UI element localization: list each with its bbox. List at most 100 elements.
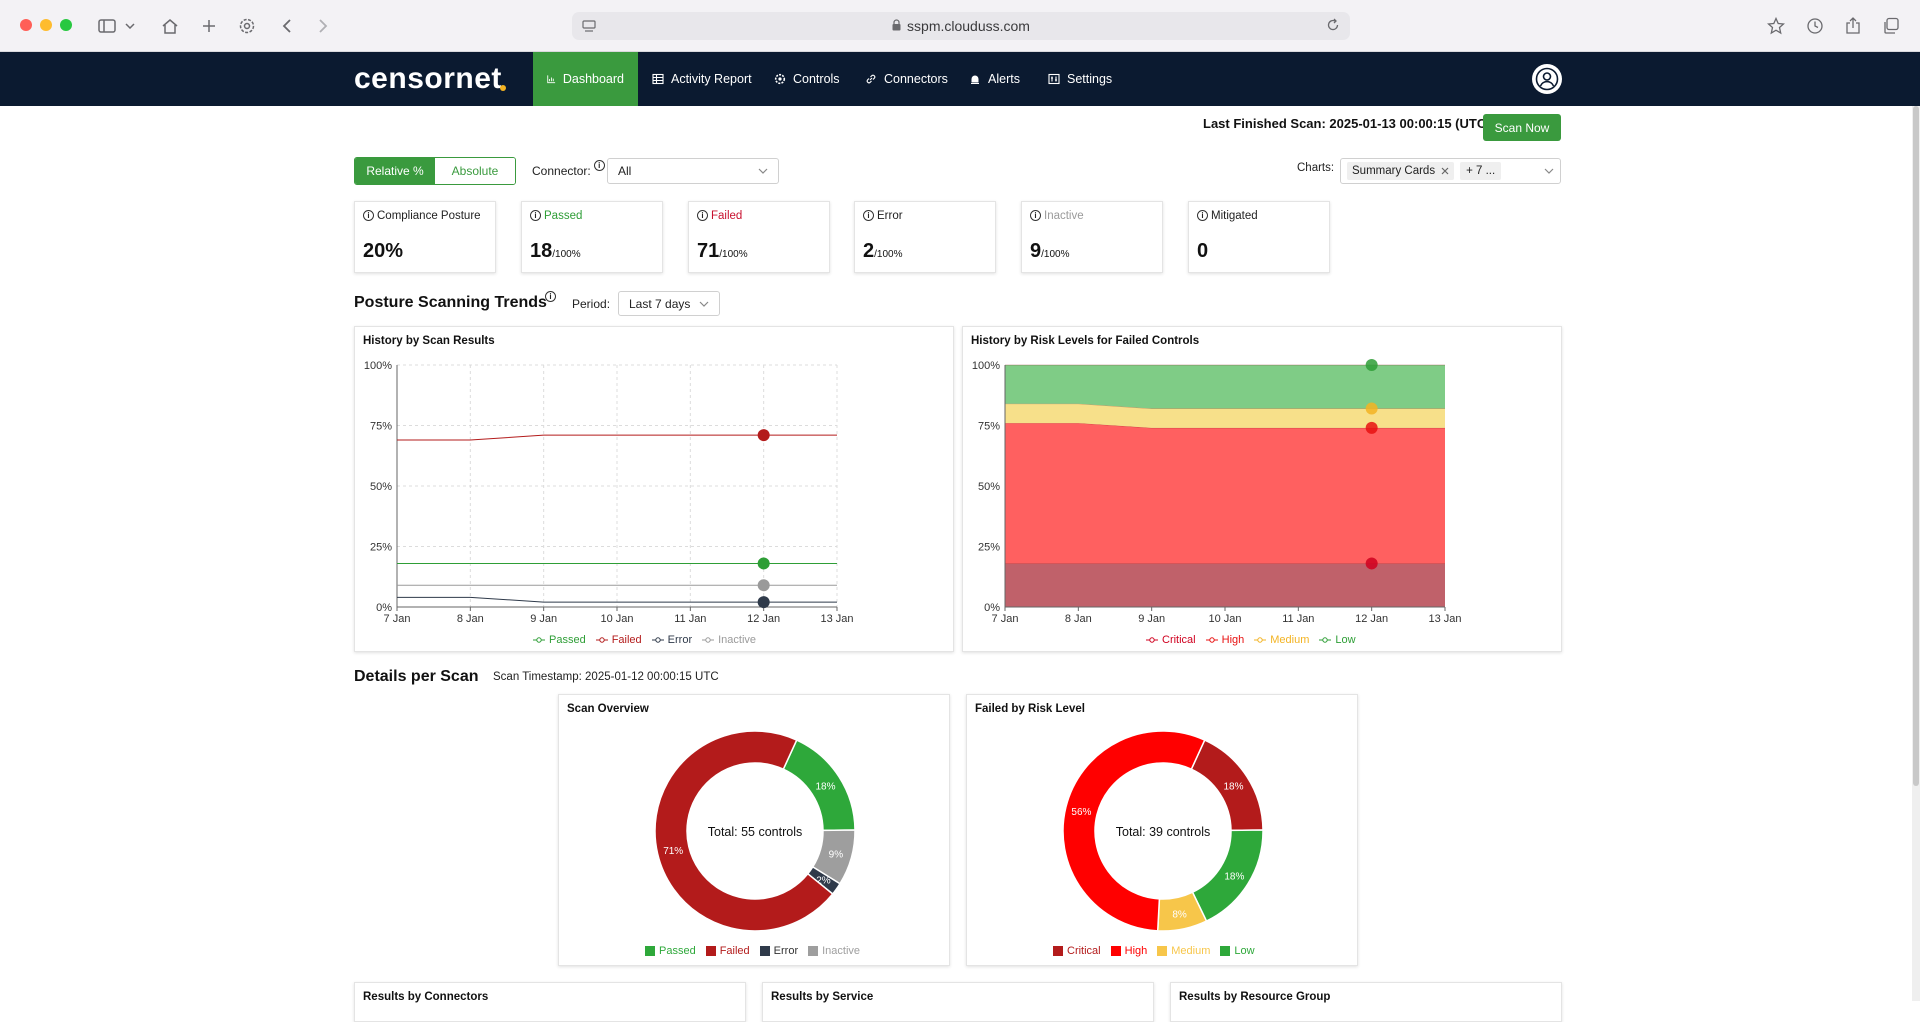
- card-label: Passed: [544, 210, 583, 222]
- info-icon[interactable]: i: [363, 210, 374, 221]
- nav-controls[interactable]: Controls: [760, 52, 854, 106]
- legend-item-high[interactable]: High: [1110, 945, 1147, 957]
- censornet-logo[interactable]: censornet: [354, 62, 502, 95]
- charts-multiselect[interactable]: Summary Cards + 7 ...: [1340, 158, 1561, 184]
- home-icon[interactable]: [157, 13, 183, 39]
- legend-item-error[interactable]: Error: [759, 945, 798, 957]
- history-risk-levels-panel: History by Risk Levels for Failed Contro…: [962, 326, 1562, 652]
- legend-item-high[interactable]: High: [1205, 634, 1245, 646]
- legend-label: Low: [1234, 945, 1255, 957]
- relative-percent-button[interactable]: Relative %: [355, 158, 435, 184]
- nav-connectors-label: Connectors: [884, 72, 948, 86]
- legend-item-low[interactable]: Low: [1319, 634, 1356, 646]
- chevron-down-icon[interactable]: [122, 13, 138, 39]
- x-tick-label: 7 Jan: [992, 613, 1019, 625]
- forward-icon[interactable]: [310, 13, 336, 39]
- info-icon[interactable]: i: [545, 291, 556, 302]
- sidebar-toggle-icon[interactable]: [94, 13, 120, 39]
- table-icon: [652, 73, 664, 85]
- y-tick-label: 25%: [978, 542, 1000, 554]
- back-icon[interactable]: [274, 13, 300, 39]
- legend-item-passed[interactable]: Passed: [533, 634, 586, 646]
- logo-dot: [500, 85, 506, 91]
- card-value: 2: [863, 240, 875, 262]
- nav-activity-report[interactable]: Activity Report: [638, 52, 766, 106]
- tabs-overview-icon[interactable]: [1878, 13, 1904, 39]
- x-tick-label: 12 Jan: [747, 613, 780, 625]
- info-icon[interactable]: i: [1030, 210, 1041, 221]
- card-suffix: /100%: [874, 249, 903, 260]
- reload-icon[interactable]: [1326, 18, 1340, 35]
- panel-title: Results by Connectors: [363, 991, 489, 1003]
- page-scrollbar-thumb[interactable]: [1913, 106, 1919, 786]
- failed-by-risk-donut[interactable]: 18% 18% 8% 56% Total: 39 controls: [967, 695, 1359, 967]
- x-tick-label: 8 Jan: [457, 613, 484, 625]
- card-value: 20%: [363, 240, 404, 262]
- url-text: sspm.clouduss.com: [907, 18, 1030, 34]
- gear-icon[interactable]: [234, 13, 260, 39]
- legend-item-low[interactable]: Low: [1220, 945, 1255, 957]
- scan-now-button[interactable]: Scan Now: [1483, 114, 1561, 141]
- legend-item-inactive[interactable]: Inactive: [702, 634, 756, 646]
- bookmark-star-icon[interactable]: [1763, 13, 1789, 39]
- scan-overview-donut[interactable]: 18% 9% 2% 71% Total: 55 controls: [559, 695, 951, 967]
- legend-item-medium[interactable]: Medium: [1157, 945, 1210, 957]
- legend-swatch: [1157, 946, 1168, 956]
- info-icon[interactable]: i: [697, 210, 708, 221]
- chevron-down-icon: [1544, 168, 1554, 174]
- donut-center-label: Total: 39 controls: [1116, 825, 1211, 839]
- connector-select[interactable]: All: [607, 158, 779, 184]
- legend-label: Failed: [611, 634, 642, 646]
- legend-item-critical[interactable]: Critical: [1146, 634, 1196, 646]
- close-window-button[interactable]: [20, 19, 32, 31]
- x-tick-label: 7 Jan: [384, 613, 411, 625]
- legend-item-inactive[interactable]: Inactive: [808, 945, 860, 957]
- nav-connectors[interactable]: Connectors: [851, 52, 962, 106]
- period-select[interactable]: Last 7 days: [618, 291, 720, 316]
- close-icon[interactable]: [1441, 167, 1449, 175]
- address-bar[interactable]: sspm.clouduss.com: [572, 12, 1350, 40]
- legend-item-failed[interactable]: Failed: [705, 945, 750, 957]
- y-tick-label: 25%: [370, 542, 392, 554]
- view-mode-toggle: Relative % Absolute: [354, 157, 516, 185]
- scan-timestamp: Scan Timestamp: 2025-01-12 00:00:15 UTC: [493, 671, 719, 683]
- history-icon[interactable]: [1802, 13, 1828, 39]
- legend-item-failed[interactable]: Failed: [595, 634, 642, 646]
- legend-item-critical[interactable]: Critical: [1053, 945, 1101, 957]
- share-icon[interactable]: [1840, 13, 1866, 39]
- card-label: Mitigated: [1211, 210, 1258, 222]
- card-value: 9: [1030, 240, 1042, 262]
- siren-icon: [971, 75, 979, 84]
- history-line-chart[interactable]: 0% 25% 50% 75% 100% 7 Jan 8 Jan 9 Jan 10 Jan 11 J…: [355, 327, 955, 653]
- legend-item-error[interactable]: Error: [651, 634, 693, 646]
- slice-label-high: 56%: [1071, 807, 1091, 818]
- card-label: Compliance Posture: [377, 210, 481, 222]
- legend-label: High: [1221, 634, 1245, 646]
- y-tick-label: 0%: [376, 602, 392, 614]
- absolute-button[interactable]: Absolute: [435, 158, 515, 184]
- info-icon[interactable]: i: [863, 210, 874, 221]
- minimize-window-button[interactable]: [40, 19, 52, 31]
- panel-title: History by Risk Levels for Failed Contro…: [971, 335, 1200, 347]
- risk-area-chart[interactable]: 0% 25% 50% 75% 100% 7 Jan 8 Jan 9 Jan 10 Jan 11 J…: [963, 327, 1563, 653]
- nav-alerts[interactable]: Alerts: [955, 52, 1034, 106]
- slice-label-inactive: 9%: [829, 850, 844, 861]
- info-icon[interactable]: i: [593, 160, 605, 171]
- charts-more-chip[interactable]: + 7 ...: [1460, 162, 1502, 180]
- nav-dashboard[interactable]: Dashboard: [533, 52, 638, 106]
- nav-controls-label: Controls: [793, 72, 840, 86]
- new-tab-icon[interactable]: [196, 13, 222, 39]
- legend-item-medium[interactable]: Medium: [1254, 634, 1309, 646]
- legend-label: Error: [667, 634, 693, 646]
- legend-item-passed[interactable]: Passed: [645, 945, 696, 957]
- nav-settings[interactable]: Settings: [1034, 52, 1126, 106]
- series-marker-passed: [757, 557, 770, 570]
- user-avatar[interactable]: [1532, 64, 1562, 94]
- info-icon[interactable]: i: [530, 210, 541, 221]
- chevron-down-icon: [699, 301, 709, 307]
- page-settings-icon[interactable]: [582, 19, 596, 36]
- maximize-window-button[interactable]: [60, 19, 72, 31]
- card-value: 18: [530, 240, 553, 262]
- info-icon[interactable]: i: [1197, 210, 1208, 221]
- x-tick-label: 8 Jan: [1065, 613, 1092, 625]
